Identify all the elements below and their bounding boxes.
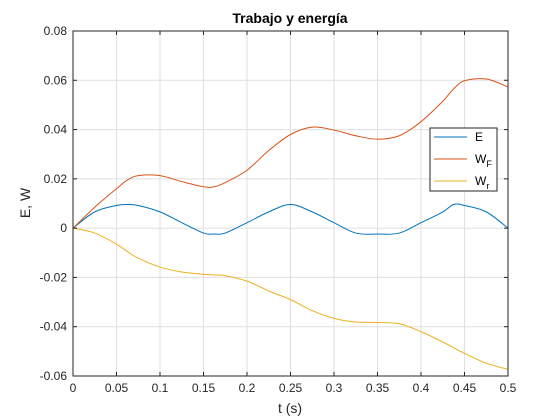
- x-tick-label: 0.35: [366, 381, 390, 395]
- legend-label-wr: Wr: [475, 174, 489, 191]
- y-tick-label: 0.02: [44, 172, 68, 186]
- chart-title: Trabajo y energía: [232, 10, 347, 26]
- series-line-wr: [72, 227, 509, 370]
- legend-label-main: E: [475, 130, 483, 144]
- x-tick-label: 0.3: [326, 381, 343, 395]
- x-tick-label: 0.1: [152, 381, 169, 395]
- x-tick-label: 0.05: [105, 381, 129, 395]
- x-tick-label: 0.2: [239, 381, 256, 395]
- legend-label-main: W: [475, 152, 487, 166]
- legend-label-subscript: F: [486, 159, 492, 169]
- y-tick-labels: -0.06 -0.04 -0.02 0 0.02 0.04 0.06 0.08: [40, 24, 68, 383]
- series-lines: [72, 78, 509, 370]
- y-axis-label: E, W: [17, 187, 33, 218]
- y-tick-label: 0: [60, 221, 67, 235]
- x-tick-label: 0.25: [279, 381, 303, 395]
- x-tick-label: 0.15: [192, 381, 216, 395]
- legend-label-wf: WF: [475, 152, 492, 169]
- legend-label-main: W: [475, 174, 487, 188]
- series-line-e: [72, 203, 509, 235]
- x-tick-label: 0.4: [413, 381, 430, 395]
- y-tick-marks: [73, 30, 508, 377]
- series-line-wf: [72, 78, 509, 229]
- y-tick-label: 0.04: [44, 123, 68, 137]
- x-tick-marks: [72, 31, 509, 376]
- y-tick-label: -0.02: [40, 270, 68, 284]
- y-tick-label: -0.04: [40, 320, 68, 334]
- x-tick-label: 0.5: [500, 381, 517, 395]
- y-tick-label: 0.06: [44, 73, 68, 87]
- x-axis-label: t (s): [278, 400, 302, 416]
- x-tick-labels: 0 0.05 0.1 0.15 0.2 0.25 0.3 0.35 0.4 0.45 0.5: [70, 381, 517, 395]
- legend-label-e: E: [475, 130, 483, 144]
- legend-label-subscript: r: [486, 181, 489, 191]
- y-tick-label: -0.06: [40, 369, 68, 383]
- y-tick-label: 0.08: [44, 24, 68, 38]
- x-tick-label: 0: [70, 381, 77, 395]
- x-tick-label: 0.45: [453, 381, 477, 395]
